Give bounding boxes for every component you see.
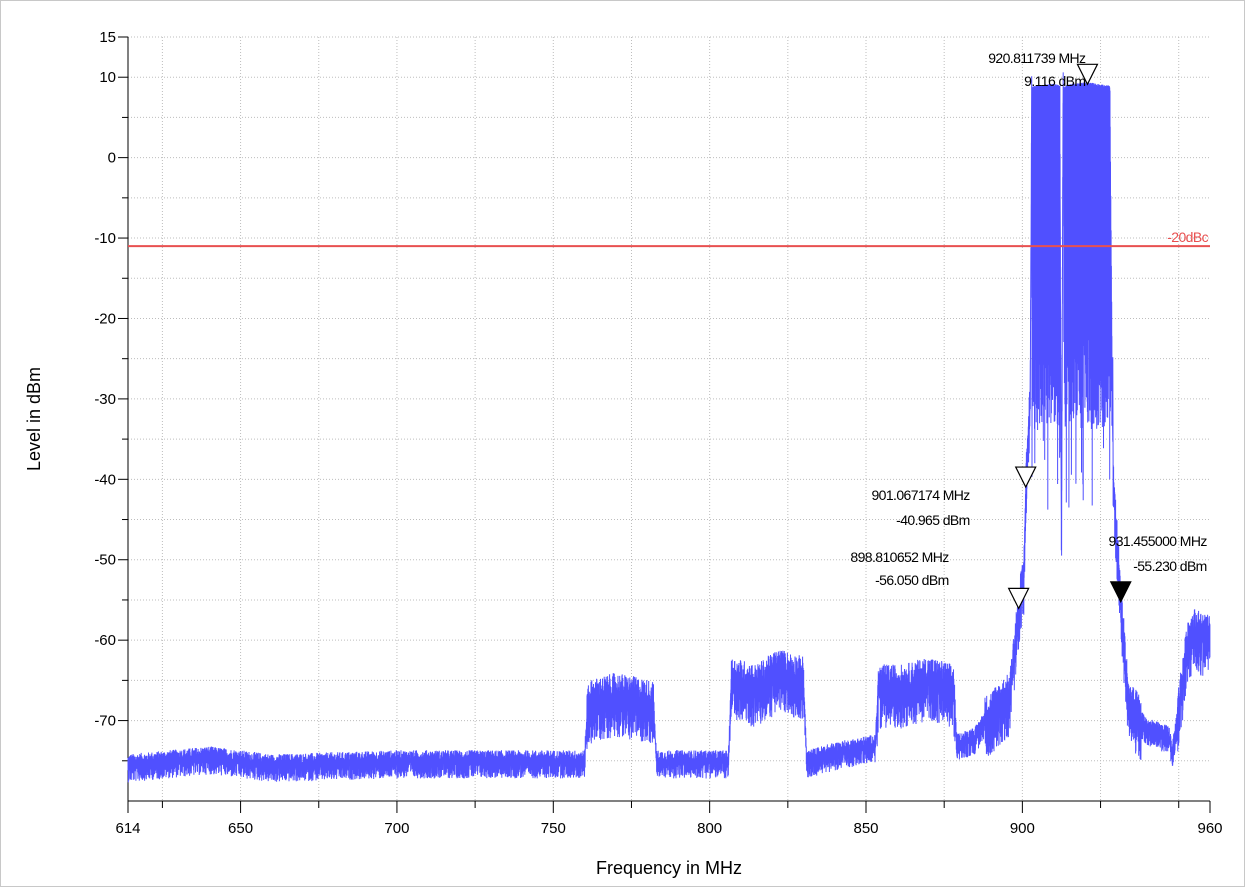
reference-line-label: -20dBc xyxy=(1167,229,1208,245)
x-tick-label: 700 xyxy=(384,820,409,837)
spectrum-trace xyxy=(127,72,1211,783)
marker-triangle xyxy=(1007,587,1030,610)
y-axis-label: Level in dBm xyxy=(24,367,44,471)
marker-frequency-label: 898.810652 MHz xyxy=(850,549,949,565)
y-tick-label: -20 xyxy=(94,310,116,327)
trace-group xyxy=(127,72,1211,783)
x-tick-label: 960 xyxy=(1197,820,1222,837)
y-tick-label: -70 xyxy=(94,713,116,730)
marker-frequency-label: 931.455000 MHz xyxy=(1109,533,1208,549)
markers-group: 920.811739 MHz 9.116 dBm 901.067174 MHz -40… xyxy=(850,50,1208,610)
y-tick-label: 0 xyxy=(108,150,116,167)
marker-level-label: -40.965 dBm xyxy=(896,512,970,528)
x-tick-label: 750 xyxy=(541,820,566,837)
y-tick-label: -40 xyxy=(94,471,116,488)
marker-triangle xyxy=(1076,63,1099,86)
x-tick-label: 900 xyxy=(1010,820,1035,837)
axes xyxy=(127,37,1210,802)
x-tick-label: 850 xyxy=(853,820,878,837)
reference-line-group: -20dBc xyxy=(128,229,1210,248)
y-tick-label: -10 xyxy=(94,230,116,247)
marker-frequency-label: 920.811739 MHz xyxy=(988,50,1086,66)
marker-triangle xyxy=(1109,581,1132,604)
marker-level-label: -56.050 dBm xyxy=(875,572,949,588)
marker-level-label: 9.116 dBm xyxy=(1024,73,1085,89)
marker-level-label: -55.230 dBm xyxy=(1133,558,1207,574)
y-ticks: 15 10 0 -10 -20 -30 -40 -50 -60 -70 xyxy=(94,29,128,762)
y-tick-label: -30 xyxy=(94,391,116,408)
x-axis-label: Frequency in MHz xyxy=(596,858,742,878)
x-tick-label: 650 xyxy=(228,820,253,837)
y-tick-label: -50 xyxy=(94,552,116,569)
y-tick-label: -60 xyxy=(94,632,116,649)
x-tick-label: 800 xyxy=(697,820,722,837)
x-tick-label: 614 xyxy=(115,820,140,837)
marker-triangle xyxy=(1014,466,1037,489)
x-ticks: 614 650 700 750 800 850 900 960 xyxy=(115,801,1223,837)
y-tick-label: 10 xyxy=(99,69,116,86)
y-tick-label: 15 xyxy=(99,29,116,46)
marker-frequency-label: 901.067174 MHz xyxy=(871,487,970,503)
